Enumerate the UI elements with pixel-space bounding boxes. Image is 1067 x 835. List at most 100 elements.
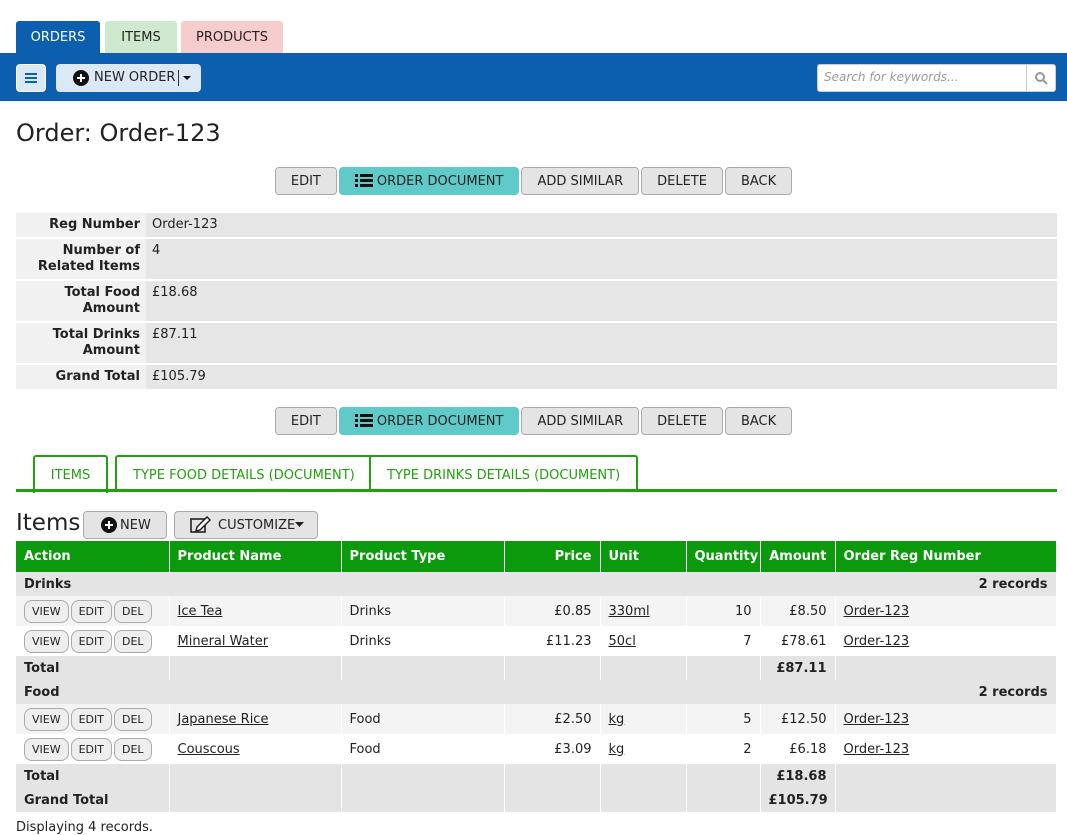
cell: Drinks [341,596,505,626]
unit-link[interactable]: kg [608,711,625,727]
dropdown-icon [178,70,191,86]
cell: 50cl [600,626,687,656]
row-action-button[interactable]: DEL [114,737,152,761]
cell [600,788,687,812]
cell [504,656,601,680]
new-button[interactable]: NEW [83,511,167,539]
action-button[interactable]: ORDER DOCUMENT [338,167,520,195]
row-actions: VIEW EDIT DEL [16,734,170,764]
row-action-button[interactable]: DEL [114,629,152,653]
total-label: Total [16,656,170,680]
unit-link[interactable]: kg [608,741,625,757]
action-button[interactable]: DELETE [641,407,723,435]
action-bar: EDIT ORDER DOCUMENT ADD SIMILAR DELETE BACK [0,167,1067,195]
item-row: VIEW EDIT DEL Mineral Water Drinks £11.23 50cl… [16,626,1057,656]
action-button[interactable]: ORDER DOCUMENT [338,407,520,435]
action-button[interactable]: ADD SIMILAR [521,167,640,195]
product-link[interactable]: Ice Tea [177,603,223,619]
new-label: NEW [120,518,151,533]
page-title: Order: Order-123 [16,119,221,147]
action-button[interactable]: EDIT [274,407,337,435]
order-link[interactable]: Order-123 [843,603,910,619]
detail-value: 4 [146,238,1057,280]
action-label: BACK [740,174,777,189]
type-value: Drinks [349,633,392,649]
amount-value: £8.50 [789,603,827,619]
row-action-button[interactable]: EDIT [70,599,112,623]
cell: Order-123 [835,626,1057,656]
order-link[interactable]: Order-123 [843,711,910,727]
action-button[interactable]: EDIT [274,167,337,195]
action-label: DELETE [657,174,707,189]
unit-link[interactable]: 50cl [608,633,636,649]
action-label: ADD SIMILAR [537,414,624,429]
row-action-button[interactable]: VIEW [24,707,69,731]
row-action-button[interactable]: VIEW [24,599,69,623]
detail-label: Number of Related Items [16,238,146,280]
type-value: Food [349,741,381,757]
cell: £6.18 [760,734,836,764]
cell: £0.85 [504,596,601,626]
tab[interactable]: ITEMS [105,21,177,53]
details-table: Reg Number Order-123 Number of Related Ite… [16,213,1057,391]
detail-value: Order-123 [146,213,1057,238]
cell: 5 [686,704,761,734]
search-icon[interactable] [1026,65,1056,91]
search-box[interactable]: Search for keywords... [817,64,1056,92]
price-value: £0.85 [554,603,592,619]
group-count: 2 records [169,680,1057,704]
tab[interactable]: PRODUCTS [181,21,283,53]
total-value: £18.68 [760,764,836,788]
action-button[interactable]: BACK [724,167,793,195]
amount-value: £78.61 [781,633,827,649]
detail-value: £18.68 [146,280,1057,322]
total-value: £105.79 [760,788,836,812]
product-link[interactable]: Mineral Water [177,633,269,649]
action-button[interactable]: ADD SIMILAR [521,407,640,435]
item-row: VIEW EDIT DEL Ice Tea Drinks £0.85 330ml 10 £8.5… [16,596,1057,626]
cell: £2.50 [504,704,601,734]
order-link[interactable]: Order-123 [843,741,910,757]
cell: Drinks [341,626,505,656]
detail-label: Total Food Amount [16,280,146,322]
column-header: Product Name [169,541,342,572]
cell [600,764,687,788]
sub-tab[interactable]: TYPE FOOD DETAILS (DOCUMENT) [115,455,373,491]
action-button[interactable]: BACK [724,407,793,435]
total-row: Total £87.11 [16,656,1057,680]
row-action-button[interactable]: DEL [114,707,152,731]
cell: kg [600,704,687,734]
detail-label: Grand Total [16,364,146,390]
cell: £11.23 [504,626,601,656]
cell [341,764,505,788]
action-button[interactable]: DELETE [641,167,723,195]
type-value: Food [349,711,381,727]
group-count: 2 records [169,572,1057,596]
product-link[interactable]: Couscous [177,741,240,757]
cell: 10 [686,596,761,626]
cell: £8.50 [760,596,836,626]
detail-row: Total Food Amount £18.68 [16,280,1057,322]
row-action-button[interactable]: VIEW [24,629,69,653]
cell [504,788,601,812]
customize-button[interactable]: CUSTOMIZE [174,511,319,539]
cell: Couscous [169,734,342,764]
tab[interactable]: ORDERS [16,21,100,53]
row-action-button[interactable]: EDIT [70,707,112,731]
row-action-button[interactable]: EDIT [70,629,112,653]
sub-tab[interactable]: ITEMS [33,455,108,493]
column-header: Amount [760,541,836,572]
row-action-button[interactable]: VIEW [24,737,69,761]
product-link[interactable]: Japanese Rice [177,711,269,727]
menu-button[interactable] [16,64,46,92]
unit-link[interactable]: 330ml [608,603,650,619]
group-name: Food [16,680,169,704]
cell [341,656,505,680]
row-action-button[interactable]: EDIT [70,737,112,761]
sub-tab[interactable]: TYPE DRINKS DETAILS (DOCUMENT) [369,455,639,491]
order-link[interactable]: Order-123 [843,633,910,649]
action-label: BACK [740,414,777,429]
row-action-button[interactable]: DEL [114,599,152,623]
new-order-button[interactable]: NEW ORDER [56,64,201,92]
